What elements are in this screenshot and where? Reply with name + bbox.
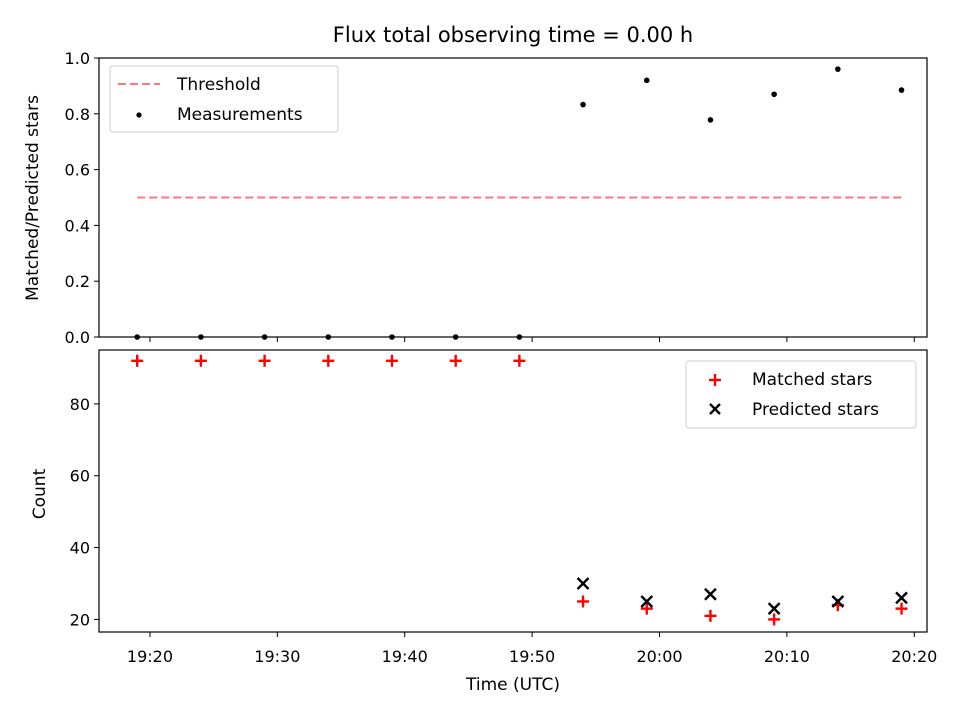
- ratio-y-tick-label: 0.4: [65, 216, 90, 235]
- measurement-point: [134, 334, 141, 340]
- predicted-star-point: [767, 602, 781, 615]
- ratio-y-tick-label: 0.2: [65, 272, 90, 291]
- matched-star-point: [577, 595, 590, 608]
- matched-star-point: [194, 354, 207, 367]
- count-y-tick-label: 60: [70, 467, 90, 486]
- count-panel: 20 40 60 80 19:20 19:30 19:40 19:50 20:00 20:10 2…: [30, 349, 937, 695]
- predicted-star-point: [704, 587, 717, 601]
- measurement-point: [325, 334, 332, 340]
- ratio-legend-frame: [109, 65, 339, 133]
- measurement-point: [835, 66, 841, 72]
- count-x-ticks: 19:20 19:30 19:40 19:50 20:00 20:10 20:20: [127, 632, 937, 666]
- matched-star-point: [895, 602, 908, 615]
- count-legend-frame: [685, 360, 917, 429]
- count-x-tick-label: 19:50: [509, 647, 555, 666]
- measurement-point: [771, 91, 777, 98]
- ratio-y-tick-label: 0.6: [65, 161, 90, 180]
- threshold-legend-label: Threshold: [176, 75, 261, 95]
- predicted-star-point: [640, 595, 654, 608]
- measurements-legend-label: Measurements: [177, 105, 303, 125]
- matched-star-point: [131, 354, 144, 367]
- matched-star-point: [768, 613, 781, 626]
- count-x-tick-label: 20:00: [636, 647, 682, 666]
- measurement-point: [261, 334, 268, 340]
- count-x-tick-label: 20:20: [891, 647, 937, 666]
- matched-star-point: [449, 354, 462, 367]
- measurement-point: [580, 101, 586, 108]
- ratio-x-ticks: [149, 337, 915, 342]
- measurement-point: [198, 334, 204, 340]
- matched-star-point: [258, 354, 271, 367]
- x-axis-label: Time (UTC): [465, 675, 560, 695]
- ratio-y-tick-label: 1.0: [65, 49, 90, 68]
- count-x-tick-label: 19:20: [127, 647, 173, 666]
- predicted-star-point: [895, 591, 908, 605]
- ratio-y-tick-label: 0.8: [65, 105, 90, 124]
- ratio-y-axis-label: Matched/Predicted stars: [23, 95, 43, 301]
- count-x-tick-label: 20:10: [764, 647, 810, 666]
- ratio-marks: [134, 66, 905, 340]
- ratio-plot-frame: [98, 57, 928, 338]
- measurements-legend-swatch: [136, 112, 142, 118]
- measurement-point: [389, 334, 395, 340]
- matched-legend-swatch: [709, 374, 721, 386]
- measurement-point: [452, 334, 459, 340]
- count-y-ticks: 20 40 60 80: [70, 395, 99, 629]
- measurement-point: [643, 77, 650, 84]
- count-y-axis-label: Count: [30, 468, 50, 519]
- chart-title: Flux total observing time = 0.00 h: [333, 23, 693, 47]
- matched-star-point: [513, 354, 526, 367]
- count-y-tick-label: 80: [70, 395, 90, 414]
- predicted-legend-swatch: [709, 403, 721, 415]
- ratio-panel: Flux total observing time = 0.00 h 0.00.…: [23, 23, 928, 347]
- matched-star-point: [640, 602, 653, 615]
- count-x-tick-label: 19:30: [254, 647, 300, 666]
- measurement-point: [707, 117, 714, 123]
- predicted-star-point: [831, 595, 845, 608]
- matched-legend-label: Matched stars: [752, 370, 872, 390]
- matched-star-point: [704, 609, 717, 622]
- ratio-legend: Threshold Measurements: [109, 65, 339, 133]
- count-legend: Matched stars Predicted stars: [685, 360, 917, 429]
- measurement-point: [898, 87, 905, 93]
- count-marks: [131, 354, 908, 626]
- measurement-point: [516, 334, 523, 340]
- count-y-tick-label: 20: [70, 610, 90, 629]
- count-x-tick-label: 19:40: [382, 647, 428, 666]
- matched-star-point: [385, 354, 398, 367]
- ratio-y-tick-label: 0.0: [65, 328, 90, 347]
- ratio-y-ticks: 0.0 0.2 0.4 0.6 0.8 1.0: [65, 49, 99, 347]
- predicted-legend-label: Predicted stars: [752, 400, 879, 420]
- predicted-star-point: [576, 577, 590, 590]
- count-plot-frame: [98, 349, 928, 633]
- matched-star-point: [322, 354, 335, 367]
- count-y-tick-label: 40: [70, 539, 90, 558]
